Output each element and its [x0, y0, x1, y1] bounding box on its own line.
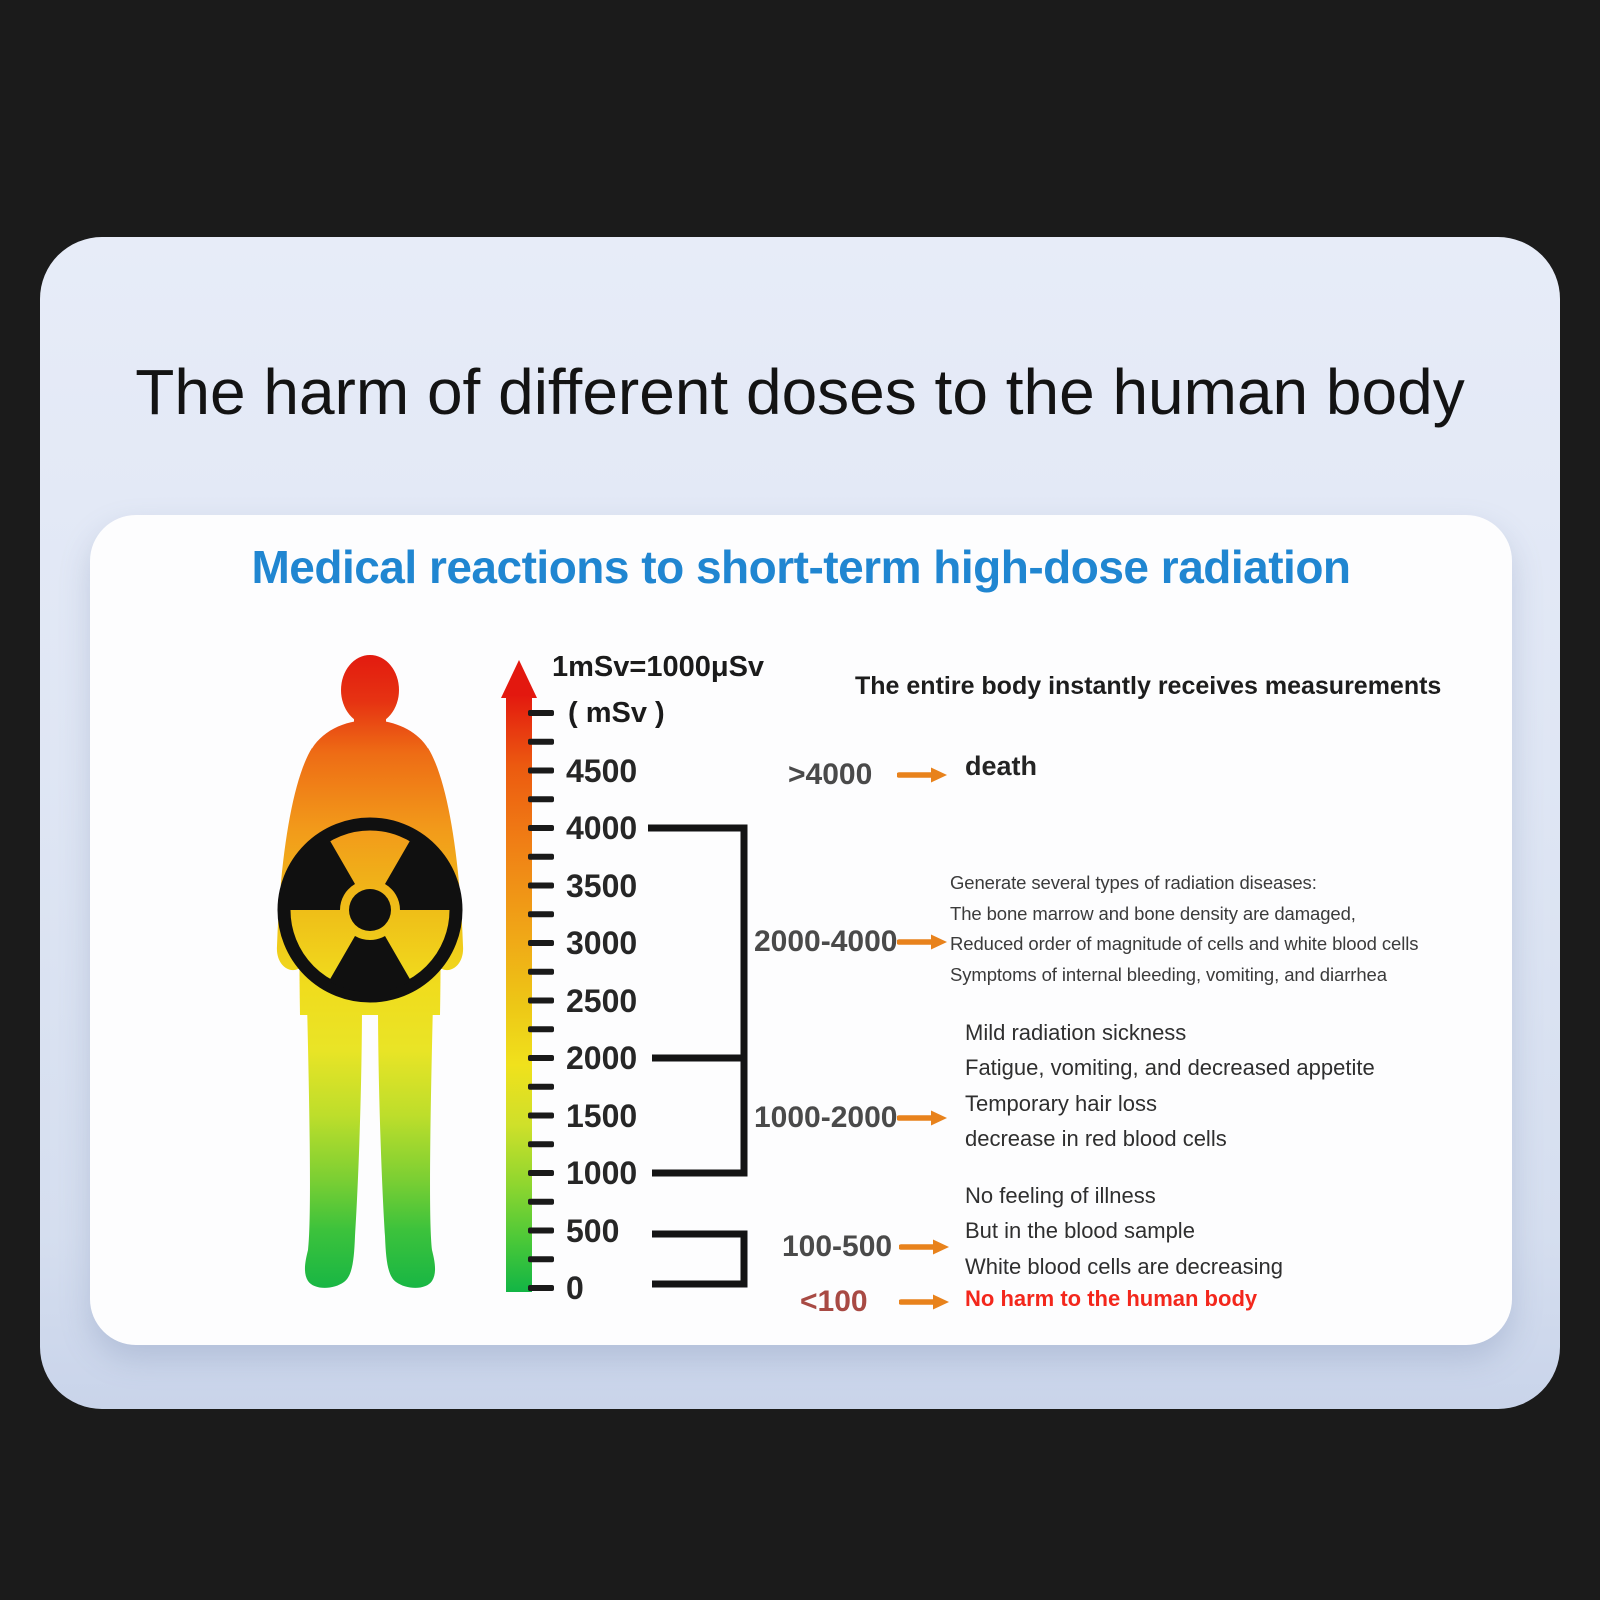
effect-list-2000-4000: Generate several types of radiation dise…	[950, 868, 1418, 990]
page-title: The harm of different doses to the human…	[135, 356, 1465, 428]
effect-line: No feeling of illness	[965, 1183, 1156, 1208]
scale-equation: 1mSv=1000μSv	[552, 651, 765, 683]
scale-ticks	[528, 710, 554, 1291]
scale-unit-label: ( mSv )	[568, 697, 665, 729]
dose-range-2000-4000: 2000-4000	[754, 925, 898, 958]
effect-line: White blood cells are decreasing	[965, 1253, 1283, 1279]
right-arrow-icon	[897, 767, 947, 783]
effect-line: Temporary hair loss	[965, 1090, 1157, 1116]
effect-no-harm: No harm to the human body	[965, 1286, 1258, 1311]
effect-line: The bone marrow and bone density are dam…	[950, 902, 1356, 924]
effect-list-1000-2000: Mild radiation sickness Fatigue, vomiting…	[965, 1015, 1375, 1156]
effect-line: Mild radiation sickness	[965, 1020, 1187, 1045]
effect-list-100-500: No feeling of illness But in the blood sa…	[965, 1178, 1283, 1284]
effect-line: Symptoms of internal bleeding, vomiting,…	[950, 963, 1387, 985]
effect-line: Reduced order of magnitude of cells and …	[950, 933, 1419, 954]
right-arrow-icon	[899, 1294, 949, 1310]
panel-header: The entire body instantly receives measu…	[855, 672, 1442, 700]
dose-scale-ruler	[501, 660, 554, 1292]
right-arrow-icon	[899, 1239, 949, 1255]
section-title: Medical reactions to short-term high-dos…	[251, 541, 1351, 593]
human-body-figure	[276, 655, 464, 1288]
right-arrow-icon	[897, 934, 947, 950]
effect-line: But in the blood sample	[965, 1218, 1195, 1244]
dose-range-lt100: <100	[800, 1285, 868, 1318]
dose-range-100-500: 100-500	[782, 1230, 893, 1263]
dose-range-gt4000: >4000	[788, 758, 873, 791]
dose-range-1000-2000: 1000-2000	[754, 1101, 898, 1134]
effect-line: decrease in red blood cells	[965, 1125, 1227, 1151]
up-arrow-icon	[501, 660, 537, 698]
effect-line: Fatigue, vomiting, and decreased appetit…	[965, 1055, 1375, 1081]
right-arrow-icon	[897, 1110, 947, 1126]
effect-line: Generate several types of radiation dise…	[950, 872, 1317, 893]
effect-death: death	[965, 751, 1038, 781]
radiation-trefoil-icon	[277, 817, 463, 1003]
